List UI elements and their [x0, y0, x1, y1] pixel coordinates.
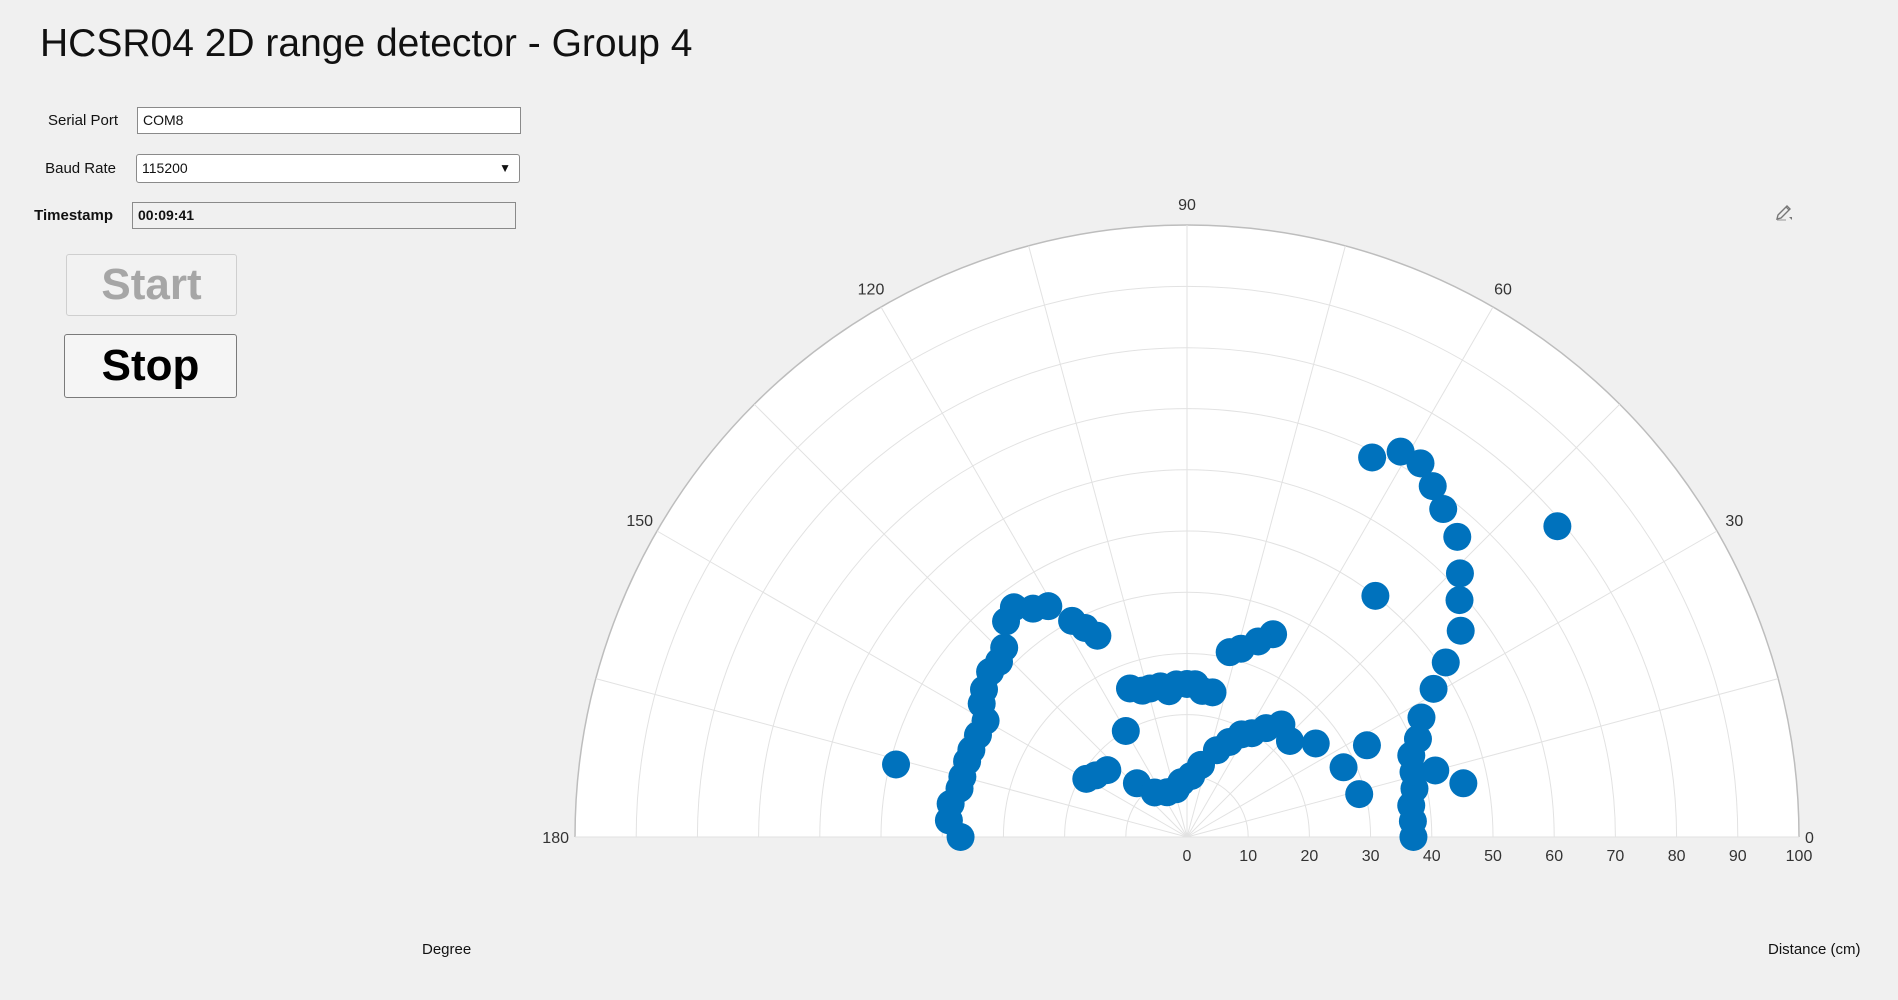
angle-tick-label: 90: [1178, 197, 1196, 214]
timestamp-label: Timestamp: [34, 207, 113, 224]
data-point: [1445, 586, 1474, 615]
distance-label: Distance (cm): [1768, 941, 1861, 958]
data-point: [1446, 616, 1475, 645]
data-point: [1361, 581, 1390, 610]
data-point: [1419, 674, 1448, 703]
polar-grid: [574, 224, 1800, 838]
angle-tick-label: 180: [542, 830, 569, 847]
data-point: [1431, 648, 1460, 677]
radius-tick-label: 10: [1239, 848, 1257, 865]
radius-tick-label: 20: [1301, 848, 1319, 865]
angular-gridline: [1186, 403, 1621, 838]
radius-tick-label: 80: [1668, 848, 1686, 865]
data-point: [1407, 703, 1436, 732]
data-point: [1058, 606, 1087, 635]
baud-rate-dropdown[interactable]: 115200 ▼: [136, 154, 520, 183]
data-point: [1418, 472, 1447, 501]
angle-tick-label: 60: [1494, 282, 1512, 299]
serial-port-field[interactable]: COM8: [137, 107, 521, 134]
data-point: [1345, 780, 1374, 809]
radius-tick-label: 100: [1786, 848, 1813, 865]
angle-tick-label: 120: [858, 282, 885, 299]
data-point: [1352, 731, 1381, 760]
baud-rate-value: 115200: [142, 160, 188, 176]
data-point: [1443, 522, 1472, 551]
angle-tick-label: 150: [626, 513, 653, 530]
data-point: [1403, 724, 1432, 753]
radius-tick-label: 60: [1545, 848, 1563, 865]
radius-tick-label: 70: [1607, 848, 1625, 865]
data-point: [1543, 512, 1572, 541]
data-point: [882, 750, 911, 779]
baud-rate-label: Baud Rate: [45, 160, 116, 177]
data-point: [1301, 729, 1330, 758]
edit-pen-icon[interactable]: [1774, 200, 1796, 222]
timestamp-field: 00:09:41: [132, 202, 516, 229]
data-point: [946, 823, 975, 851]
data-point: [1386, 437, 1415, 466]
data-point: [992, 607, 1021, 636]
degree-label: Degree: [422, 941, 472, 958]
angular-gridline: [880, 306, 1188, 838]
chevron-down-icon[interactable]: ▼: [499, 161, 511, 175]
data-point: [1275, 727, 1304, 756]
polar-data-points: [882, 437, 1572, 851]
data-point: [1421, 756, 1450, 785]
app-title: HCSR04 2D range detector - Group 4: [40, 22, 693, 65]
radius-tick-label: 50: [1484, 848, 1502, 865]
radius-tick-label: 90: [1729, 848, 1747, 865]
radius-tick-label: 30: [1362, 848, 1380, 865]
data-point: [1329, 753, 1358, 782]
angular-gridline: [1186, 530, 1718, 838]
data-point: [1215, 638, 1244, 667]
angular-gridline: [1186, 678, 1779, 838]
data-point: [1358, 443, 1387, 472]
data-point: [1093, 756, 1122, 785]
angle-tick-label: 30: [1725, 513, 1743, 530]
radius-tick-label: 0: [1183, 848, 1192, 865]
data-point: [1111, 716, 1140, 745]
data-point: [1115, 674, 1144, 703]
stop-button[interactable]: Stop: [64, 334, 237, 398]
data-point: [1445, 559, 1474, 588]
data-point: [1429, 495, 1458, 524]
serial-port-label: Serial Port: [47, 112, 118, 129]
start-button[interactable]: Start: [66, 254, 237, 316]
data-point: [1449, 769, 1478, 798]
angular-gridline: [1028, 245, 1188, 838]
polar-tick-labels: 0 30 60 90 120 150 180 0 10 20 30 40 50 60 70 80 90 100: [542, 197, 1814, 865]
angle-tick-label: 0: [1805, 830, 1814, 847]
radius-tick-label: 40: [1423, 848, 1441, 865]
